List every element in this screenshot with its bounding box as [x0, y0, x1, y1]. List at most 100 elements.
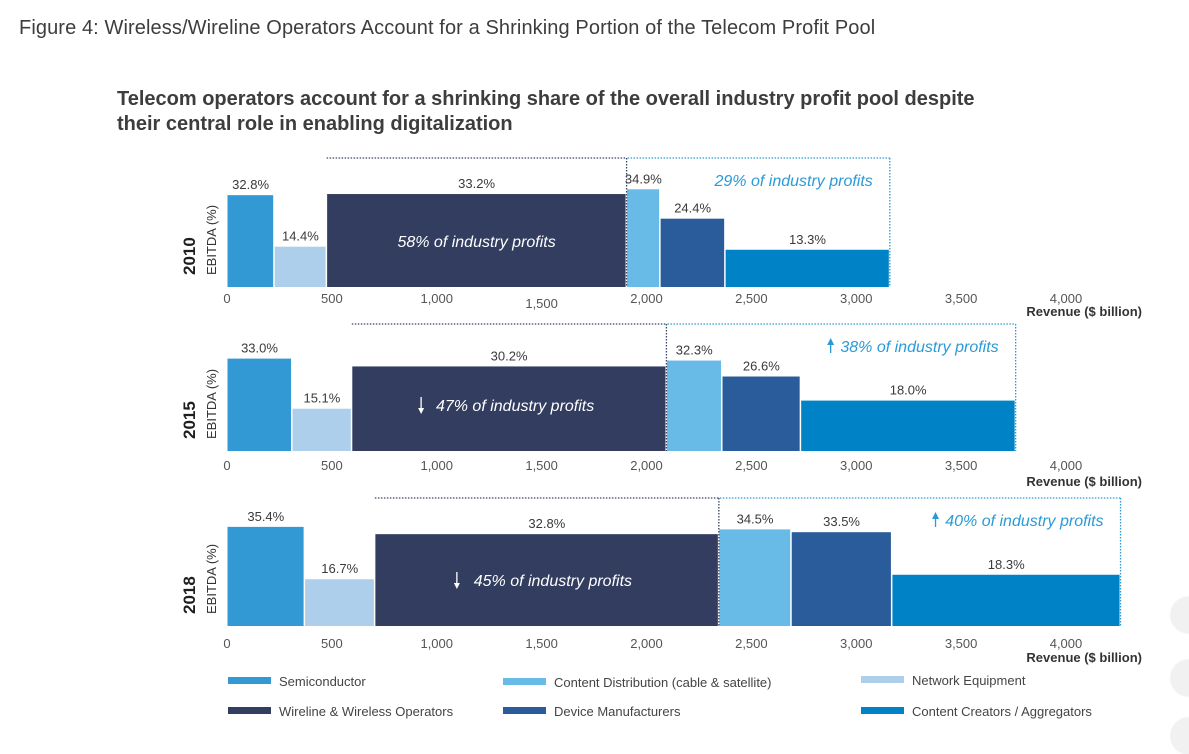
x-tick-label: 1,000 [420, 291, 453, 306]
x-axis-label: Revenue ($ billion) [1026, 304, 1142, 319]
x-tick-label: 2,500 [735, 636, 768, 651]
down-arrowhead-icon [418, 408, 425, 414]
legend-label: Content Creators / Aggregators [912, 704, 1092, 719]
bar-value-label: 18.0% [890, 383, 927, 398]
subtitle-line-2: their central role in enabling digitaliz… [117, 113, 513, 135]
bar-value-label: 18.3% [988, 557, 1025, 572]
bar-value-label: 26.6% [743, 359, 780, 374]
panel-year-label: 2010 [180, 237, 199, 275]
side-scroll-button-2[interactable] [1171, 660, 1189, 696]
bar-value-label: 24.4% [674, 201, 711, 216]
content-profit-share-label: 29% of industry profits [714, 173, 873, 190]
bar-device-manufacturers [660, 218, 725, 287]
x-tick-label: 500 [321, 291, 343, 306]
down-arrowhead-icon [453, 583, 460, 589]
bar-semiconductor [227, 526, 304, 626]
legend-item-content-distribution-cable-satellite: Content Distribution (cable & satellite) [503, 675, 772, 690]
bar-value-label: 33.0% [241, 341, 278, 356]
legend-label: Network Equipment [912, 673, 1026, 688]
x-tick-label: 2,000 [630, 291, 663, 306]
legend: Semiconductor Content Distribution (cable… [228, 673, 1092, 719]
bar-device-manufacturers [791, 532, 891, 626]
x-tick-label: 500 [321, 458, 343, 473]
x-tick-label: 1,500 [525, 636, 558, 651]
bar-value-label: 32.3% [676, 343, 713, 358]
legend-label: Content Distribution (cable & satellite) [554, 675, 772, 690]
x-tick-label: 4,000 [1050, 291, 1083, 306]
y-axis-label: EBITDA (%) [204, 369, 219, 439]
bar-content-creators-aggregators [725, 249, 889, 287]
legend-swatch [861, 707, 904, 714]
bar-content-distribution-cable-satellite [719, 529, 791, 626]
up-arrowhead-icon [827, 338, 835, 345]
side-scroll-button-1[interactable] [1171, 597, 1189, 633]
bar-value-label: 13.3% [789, 232, 826, 247]
bar-wireline-wireless-operators [375, 534, 718, 626]
bar-value-label: 33.5% [823, 514, 860, 529]
bar-semiconductor [227, 195, 274, 287]
bar-wireline-wireless-operators [352, 366, 666, 451]
legend-swatch [503, 707, 546, 714]
bar-content-creators-aggregators [801, 400, 1015, 451]
panel-year-label: 2015 [180, 401, 199, 439]
panel-2018: 2018 EBITDA (%) 35.4% 16.7% 32.8% 34.5% 33.5% 1… [180, 497, 1142, 665]
bar-value-label: 16.7% [321, 561, 358, 576]
chart-subtitle: Telecom operators account for a shrinkin… [117, 87, 1117, 137]
x-tick-label: 3,500 [945, 458, 978, 473]
x-tick-label: 3,000 [840, 636, 873, 651]
legend-label: Semiconductor [279, 674, 366, 689]
x-tick-label: 4,000 [1050, 636, 1083, 651]
x-tick-label: 2,000 [630, 458, 663, 473]
bar-value-label: 35.4% [247, 509, 284, 524]
x-tick-label: 2,500 [735, 458, 768, 473]
operator-profit-share-label: 45% of industry profits [474, 573, 632, 590]
bar-device-manufacturers [722, 376, 800, 451]
up-arrowhead-icon [932, 512, 940, 519]
content-profit-share-label: 40% of industry profits [945, 513, 1103, 530]
bar-content-distribution-cable-satellite [666, 360, 722, 451]
operator-profit-share-label: 58% of industry profits [397, 234, 555, 251]
x-tick-label: 2,000 [630, 636, 663, 651]
bar-network-equipment [274, 246, 326, 287]
x-tick-label: 0 [223, 636, 230, 651]
bar-content-creators-aggregators [892, 574, 1120, 626]
x-tick-label: 1,500 [525, 458, 558, 473]
operator-profit-share-label: 47% of industry profits [436, 398, 594, 415]
panel-year-label: 2018 [180, 576, 199, 614]
x-tick-label: 500 [321, 636, 343, 651]
bar-semiconductor [227, 358, 292, 451]
content-profit-share-label: 38% of industry profits [840, 339, 998, 356]
x-tick-label: 1,000 [420, 458, 453, 473]
bar-network-equipment [292, 408, 351, 451]
x-tick-label: 0 [223, 458, 230, 473]
legend-item-content-creators-aggregators: Content Creators / Aggregators [861, 704, 1092, 719]
x-axis-label: Revenue ($ billion) [1026, 474, 1142, 489]
legend-label: Device Manufacturers [554, 704, 681, 719]
legend-label: Wireline & Wireless Operators [279, 704, 454, 719]
x-tick-label: 0 [223, 291, 230, 306]
bar-network-equipment [305, 579, 374, 626]
x-tick-label: 1,000 [420, 636, 453, 651]
bar-wireline-wireless-operators [327, 194, 626, 287]
legend-swatch [228, 677, 271, 684]
bar-value-label: 32.8% [232, 177, 269, 192]
bar-value-label: 34.5% [737, 511, 774, 526]
x-tick-label: 3,000 [840, 458, 873, 473]
x-tick-label: 2,500 [735, 291, 768, 306]
bar-value-label: 14.4% [282, 229, 319, 244]
x-tick-label: 4,000 [1050, 458, 1083, 473]
legend-swatch [503, 678, 546, 685]
x-tick-label: 3,000 [840, 291, 873, 306]
bar-value-label: 15.1% [303, 391, 340, 406]
x-tick-label: 3,500 [945, 636, 978, 651]
bar-content-distribution-cable-satellite [627, 189, 660, 287]
bar-value-label: 32.8% [528, 516, 565, 531]
bar-value-label: 30.2% [491, 348, 528, 363]
legend-swatch [861, 676, 904, 683]
y-axis-label: EBITDA (%) [204, 544, 219, 614]
y-axis-label: EBITDA (%) [204, 205, 219, 275]
panel-2010: 2010 EBITDA (%) 32.8% 14.4% 33.2% 34.9% 24.4% 1… [180, 157, 1142, 319]
legend-item-wireline-wireless-operators: Wireline & Wireless Operators [228, 704, 454, 719]
legend-item-network-equipment: Network Equipment [861, 673, 1026, 688]
